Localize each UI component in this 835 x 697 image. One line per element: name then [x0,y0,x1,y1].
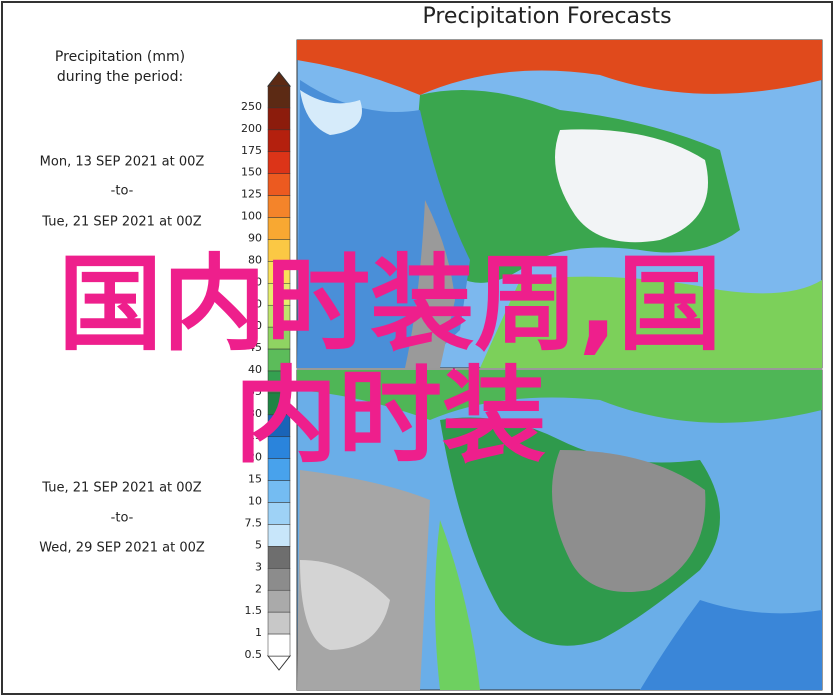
colorbar-label: 70 [248,275,262,288]
colorbar-label: 7.5 [245,517,263,530]
colorbar-label: 175 [241,144,262,157]
colorbar-cell [267,546,291,569]
colorbar-label: 2 [255,582,262,595]
colorbar-cell [267,129,291,153]
colorbar-label: 200 [241,122,262,135]
colorbar-label: 250 [241,100,262,113]
colorbar-cell [267,502,291,525]
colorbar-label: 35 [248,385,262,398]
colorbar-label: 125 [241,188,262,201]
colorbar-cell [267,217,291,240]
colorbar-label: 5 [255,538,262,551]
colorbar-label: 45 [248,341,262,354]
period-to: -to- [111,511,134,526]
colorbar-label: 10 [248,495,262,508]
colorbar-label: 20 [248,451,262,464]
period-end: Tue, 21 SEP 2021 at 00Z [41,215,202,230]
colorbar-label: 0.5 [245,648,263,661]
colorbar-cell [267,611,291,635]
legend-title: during the period: [57,69,183,85]
colorbar-cell [267,589,291,613]
title: Precipitation Forecasts [422,4,671,29]
colorbar-cell [267,173,291,196]
colorbar-label: 15 [248,473,262,486]
colorbar-cell [267,107,291,131]
colorbar-arrow [266,71,292,87]
period-to: -to- [111,184,134,199]
map-bottom [296,369,823,691]
colorbar-arrow [266,655,292,671]
colorbar-label: 40 [248,363,262,376]
colorbar-cell [267,195,291,218]
colorbar-label: 30 [248,407,262,420]
overlay-text: 国内时装周,国内时装 [58,243,722,477]
colorbar-cell [267,480,291,503]
period-start: Tue, 21 SEP 2021 at 00Z [41,481,202,496]
colorbar-label: 150 [241,166,262,179]
colorbar-label: 90 [248,232,262,245]
colorbar-cell [267,85,291,109]
colorbar-label: 1 [255,626,262,639]
colorbar-cell [267,633,291,657]
map-top [296,39,823,369]
period-end: Wed, 29 SEP 2021 at 00Z [39,541,205,556]
period-start: Mon, 13 SEP 2021 at 00Z [40,155,205,170]
colorbar-cell [267,524,291,547]
colorbar: 2502001751501251009080706050454035302520… [241,71,292,671]
colorbar-cell [267,568,291,591]
colorbar-cell [267,151,291,174]
colorbar-label: 25 [248,429,262,442]
legend-title: Precipitation (mm) [55,49,185,65]
colorbar-label: 3 [255,560,262,573]
colorbar-label: 50 [248,319,262,332]
colorbar-label: 1.5 [245,604,263,617]
colorbar-label: 100 [241,210,262,223]
colorbar-label: 60 [248,297,262,310]
colorbar-label: 80 [248,253,262,266]
